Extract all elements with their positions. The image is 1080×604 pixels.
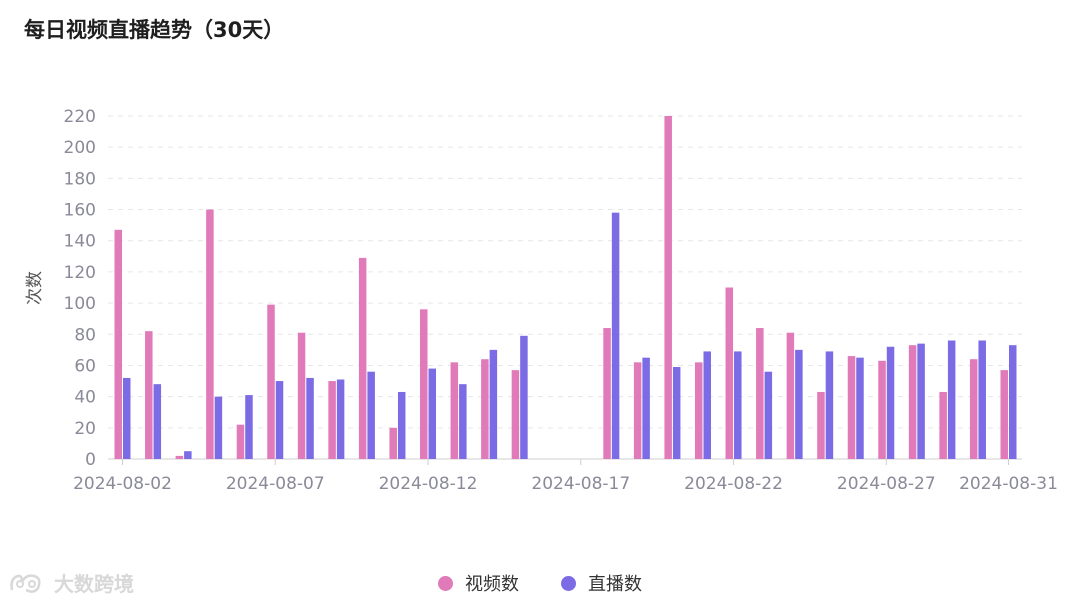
bar-live[interactable] [397,391,406,459]
bar-video[interactable] [450,362,459,459]
bar-live[interactable] [947,340,956,459]
bar-video[interactable] [908,345,917,459]
bar-live[interactable] [703,351,711,459]
x-tick-label: 2024-08-07 [226,474,325,494]
y-tick-label: 160 [64,201,96,221]
x-tick-label: 2024-08-27 [837,474,936,494]
bar-video[interactable] [756,328,764,459]
x-tick-label: 2024-08-12 [379,474,478,494]
y-tick-label: 200 [64,138,96,158]
legend-dot-live [561,575,576,591]
watermark-text: 大数跨境 [54,572,134,596]
bar-live[interactable] [672,367,681,459]
bar-video[interactable] [664,116,672,459]
bar-video[interactable] [725,287,734,460]
bar-live[interactable] [153,384,162,459]
grid-lines [108,115,1022,429]
bar-live[interactable] [917,343,925,459]
watermark-logo-icon [10,573,41,593]
x-axis: 2024-08-02 2024-08-07 2024-08-12 2024-08-17… [73,458,1058,494]
y-tick-label: 0 [85,450,96,470]
bar-live[interactable] [825,351,834,459]
bar-video[interactable] [481,359,489,459]
y-tick-label: 80 [74,325,96,345]
legend: 视频数 直播数 [0,570,1080,596]
bar-live[interactable] [642,357,650,459]
x-tick-label: 2024-08-22 [684,474,783,494]
y-tick-label: 40 [74,388,96,408]
bar-live[interactable] [459,384,467,459]
bar-live[interactable] [1009,345,1017,459]
bar-video[interactable] [969,359,978,459]
bar-live[interactable] [978,340,986,459]
x-tick-label: 2024-08-17 [531,474,630,494]
bar-video[interactable] [175,455,184,459]
bar-video[interactable] [817,391,825,459]
bar-video[interactable] [694,362,703,459]
x-tick-label: 2024-08-02 [73,474,172,494]
bar-live[interactable] [184,451,192,459]
bar-live[interactable] [214,396,223,459]
bar-live[interactable] [764,371,773,459]
bar-live[interactable] [886,346,895,459]
bar-live[interactable] [367,371,375,459]
bar-video[interactable] [939,391,947,459]
bar-video[interactable] [633,362,642,459]
bar-video[interactable] [206,209,214,459]
y-tick-label: 20 [74,419,96,439]
legend-dot-video [438,575,453,591]
legend-item-video[interactable]: 视频数 [438,570,519,596]
bar-video[interactable] [1000,370,1009,459]
bar-video[interactable] [297,332,306,459]
bar-video[interactable] [786,332,795,459]
y-tick-label: 100 [64,294,96,314]
bar-video[interactable] [420,309,428,459]
bar-video[interactable] [328,381,336,459]
bars [114,116,1017,460]
page-title: 每日视频直播趋势（30天） [24,18,285,42]
bar-live[interactable] [520,335,528,459]
watermark: 大数跨境 [8,568,134,597]
bar-video[interactable] [389,427,397,459]
bar-video[interactable] [511,370,520,459]
bar-live[interactable] [306,377,314,459]
bar-video[interactable] [603,328,611,459]
y-axis-ticks: 0 20 40 60 80 100 120 140 160 180 200 220 [64,107,96,470]
bar-video[interactable] [267,304,275,459]
bar-video[interactable] [114,229,123,459]
y-tick-label: 120 [64,263,96,283]
y-tick-label: 220 [64,107,96,127]
bar-video[interactable] [358,257,367,459]
bar-live[interactable] [245,395,253,459]
legend-item-live[interactable]: 直播数 [561,570,642,596]
legend-label-video: 视频数 [465,574,519,595]
bar-video[interactable] [847,356,856,459]
bar-live[interactable] [856,357,864,459]
bar-video[interactable] [878,360,886,459]
bar-live[interactable] [336,379,345,459]
y-tick-label: 60 [74,356,96,376]
bar-live[interactable] [123,377,131,459]
bar-live[interactable] [611,212,620,459]
y-tick-label: 180 [64,169,96,189]
legend-label-live: 直播数 [588,574,642,595]
bar-live[interactable] [734,351,742,459]
y-tick-label: 140 [64,232,96,252]
bar-video[interactable] [145,331,153,459]
bar-live[interactable] [795,349,803,459]
bar-video[interactable] [236,424,245,459]
x-tick-label: 2024-08-31 [959,474,1058,494]
bar-live[interactable] [428,368,437,459]
bar-live[interactable] [275,381,284,459]
y-axis-label: 次数 [25,271,45,305]
bar-live[interactable] [489,349,498,459]
